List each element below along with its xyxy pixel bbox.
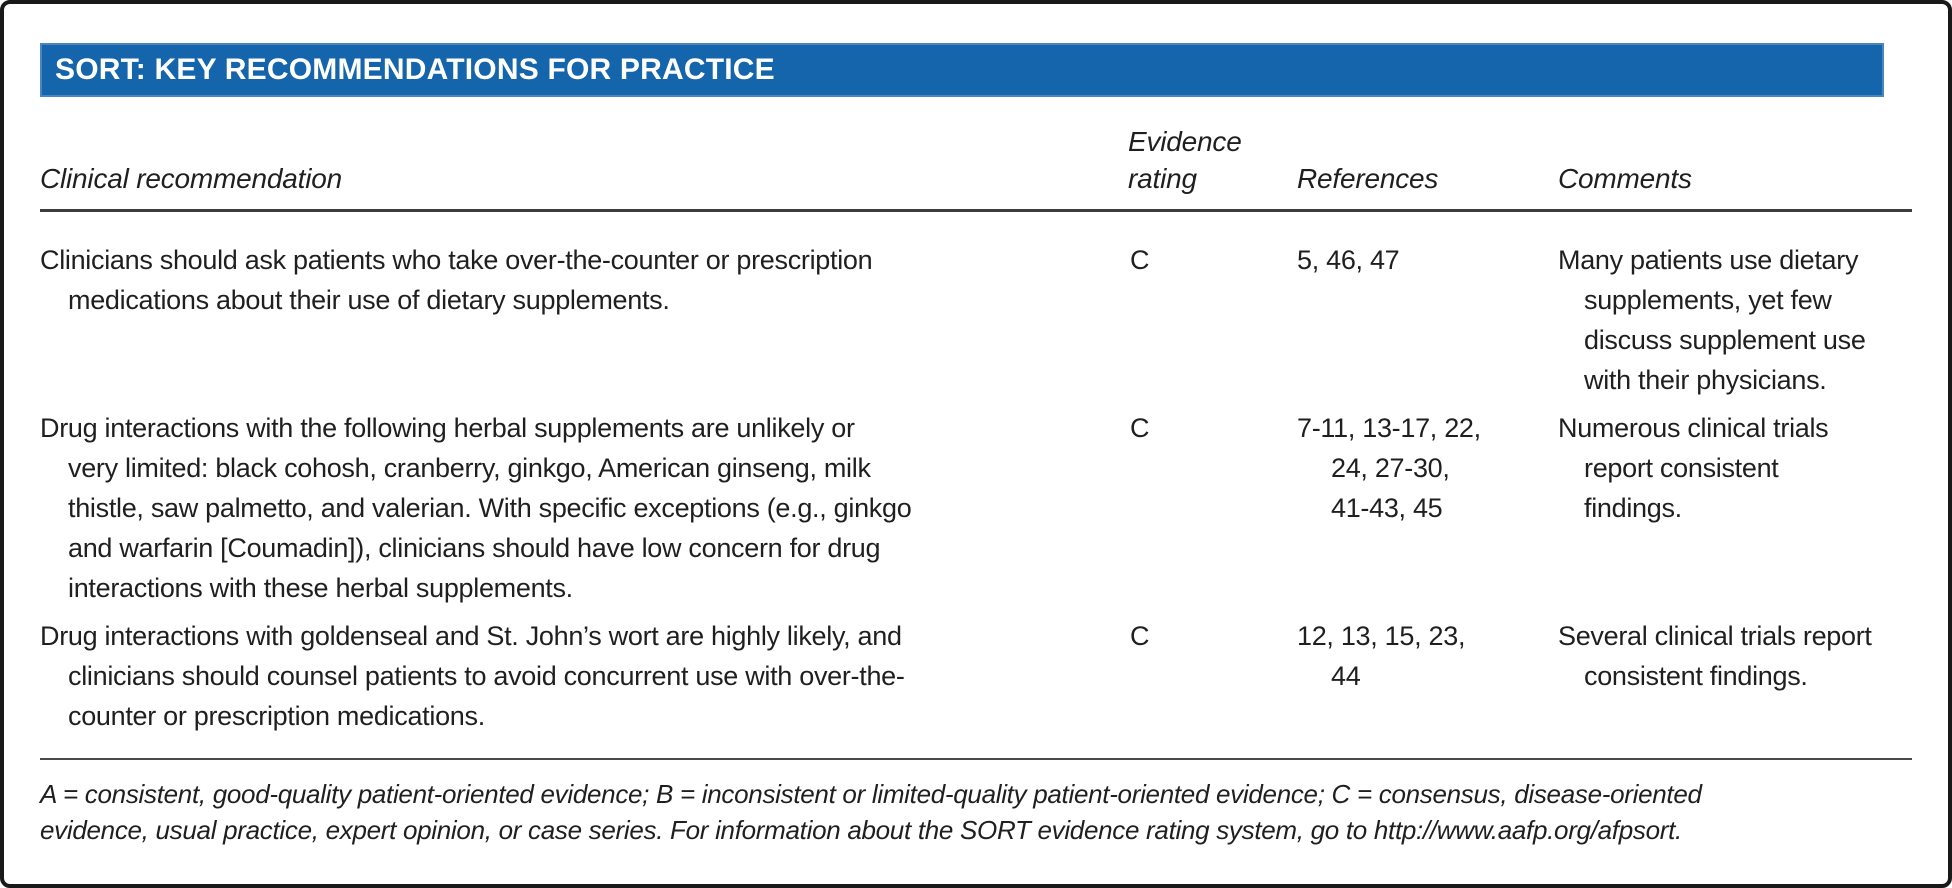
table-title: SORT: KEY RECOMMENDATIONS FOR PRACTICE [55,53,775,86]
column-header-evidence-rating: Evidence rating [1128,126,1242,194]
table-header-row: Clinical recommendation Evidence rating … [40,123,1912,212]
table-body: Clinicians should ask patients who take … [40,212,1912,736]
comments-cell: Numerous clinical trials report consiste… [1558,413,1829,523]
column-header-clinical-recommendation: Clinical recommendation [40,163,342,194]
references-cell: 7-11, 13-17, 22, 24, 27-30, 41-43, 45 [1297,413,1481,523]
comments-cell: Several clinical trials report consisten… [1558,621,1872,691]
sort-footnote: A = consistent, good-quality patient-ori… [40,779,1702,845]
comments-cell: Many patients use dietary supplements, y… [1558,245,1866,395]
table-row: Drug interactions with the following her… [40,408,1912,608]
evidence-rating-cell: C [1130,621,1150,651]
column-header-comments: Comments [1558,163,1692,194]
recommendation-cell: Drug interactions with the following her… [40,413,912,603]
references-cell: 12, 13, 15, 23, 44 [1297,621,1466,691]
footnote-divider [40,758,1912,760]
table-title-bar: SORT: KEY RECOMMENDATIONS FOR PRACTICE [40,43,1884,97]
evidence-rating-cell: C [1130,245,1150,275]
column-header-references: References [1297,163,1439,194]
evidence-rating-cell: C [1130,413,1150,443]
references-cell: 5, 46, 47 [1297,245,1400,275]
table-row: Drug interactions with goldenseal and St… [40,616,1912,736]
recommendation-cell: Drug interactions with goldenseal and St… [40,621,905,731]
recommendation-cell: Clinicians should ask patients who take … [40,245,873,315]
table-row: Clinicians should ask patients who take … [40,240,1912,400]
